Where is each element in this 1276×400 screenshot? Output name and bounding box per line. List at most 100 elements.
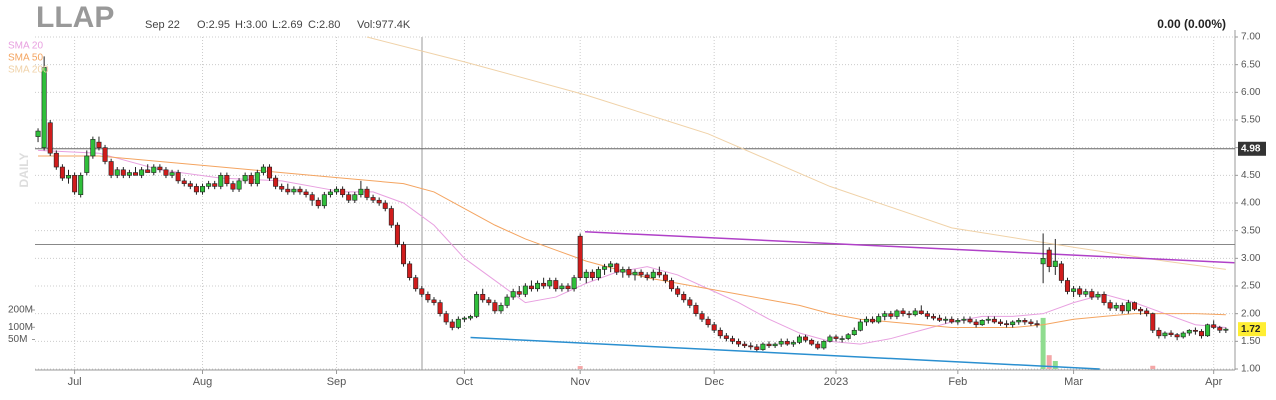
- candle-body: [358, 188, 364, 196]
- y-tick-label: 7.00: [1241, 32, 1261, 43]
- candle-body: [912, 310, 918, 316]
- level-label: 4.98: [1241, 143, 1261, 154]
- ohlc-info: H:3.00: [235, 19, 267, 31]
- y-tick-label: 4.50: [1241, 170, 1261, 181]
- candle-body: [967, 318, 973, 323]
- candle-body: [273, 177, 279, 187]
- volume-bar: [1040, 317, 1046, 369]
- candle-body: [1058, 263, 1064, 281]
- candle-body: [997, 321, 1003, 324]
- candle-body: [181, 180, 187, 184]
- legend-entry: SMA 20: [8, 41, 43, 52]
- candle-body: [565, 285, 571, 290]
- candle-body: [1211, 324, 1217, 328]
- candle-body: [1217, 327, 1223, 331]
- candle-body: [742, 343, 748, 347]
- candle-body: [1138, 308, 1144, 312]
- ohlc-info: Sep 22: [145, 19, 180, 31]
- candle-body: [187, 183, 193, 187]
- y-tick-label: 2.00: [1241, 308, 1261, 319]
- candle-body: [486, 299, 492, 303]
- candle-body: [370, 197, 376, 201]
- candle-body: [949, 318, 955, 323]
- candle-body: [346, 194, 352, 201]
- candle-body: [577, 235, 583, 278]
- y-tick-label: 1.00: [1241, 364, 1261, 375]
- candle-body: [169, 172, 175, 176]
- ohlc-info: C:2.80: [308, 19, 340, 31]
- y-tick-label: 4.00: [1241, 198, 1261, 209]
- candle-body: [1052, 260, 1058, 267]
- candle-body: [480, 293, 486, 301]
- candle-body: [309, 194, 315, 201]
- candle-body: [242, 175, 248, 182]
- candle-body: [1028, 321, 1034, 324]
- candle-body: [461, 317, 467, 320]
- candle-body: [1192, 329, 1198, 332]
- candle-body: [1144, 310, 1150, 314]
- candle-body: [833, 336, 839, 339]
- candle-body: [108, 161, 114, 176]
- trendline: [470, 336, 1100, 370]
- candle-body: [760, 343, 766, 350]
- y-tick-label: 3.00: [1241, 253, 1261, 264]
- candle-body: [139, 169, 145, 176]
- candle-body: [961, 318, 967, 321]
- candle-body: [930, 316, 936, 319]
- candle-body: [443, 313, 449, 323]
- candle-body: [449, 321, 455, 328]
- candle-body: [687, 299, 693, 306]
- candle-body: [711, 324, 717, 331]
- candle-body: [894, 310, 900, 317]
- candle-body: [943, 318, 949, 321]
- candle-body: [955, 320, 961, 323]
- candle-body: [699, 313, 705, 320]
- legend-entry: SMA 200: [8, 65, 49, 76]
- ohlc-info: L:2.69: [272, 19, 303, 31]
- candle-body: [1131, 302, 1137, 310]
- sma-line: [38, 155, 1226, 328]
- candle-body: [352, 194, 358, 201]
- candle-body: [522, 285, 528, 295]
- candle-body: [882, 313, 888, 317]
- volume-bar: [1052, 360, 1058, 369]
- candle-body: [918, 310, 924, 314]
- candle-body: [382, 202, 388, 209]
- candle-body: [218, 175, 224, 187]
- candle-body: [973, 321, 979, 326]
- candle-body: [41, 67, 47, 148]
- y-tick-label: 5.50: [1241, 115, 1261, 126]
- candle-body: [1150, 313, 1156, 331]
- candle-body: [1064, 280, 1070, 292]
- candle-body: [376, 199, 382, 204]
- candle-body: [248, 175, 254, 184]
- candle-body: [1095, 293, 1101, 298]
- x-tick-label: 2023: [824, 376, 848, 388]
- candle-body: [35, 130, 41, 137]
- candle-body: [870, 318, 876, 323]
- candle-body: [650, 271, 656, 278]
- candle-body: [900, 310, 906, 314]
- candle-body: [413, 277, 419, 290]
- y-tick-label: 6.50: [1241, 59, 1261, 70]
- candle-body: [857, 321, 863, 331]
- candle-body: [906, 313, 912, 316]
- candle-body: [723, 335, 729, 339]
- candle-body: [1125, 302, 1131, 312]
- candle-body: [468, 316, 474, 319]
- last-price-label: 1.72: [1241, 324, 1261, 335]
- candle-body: [1089, 291, 1095, 298]
- last-price-box: [1238, 322, 1266, 337]
- candle-body: [1180, 332, 1186, 338]
- candle-body: [474, 293, 480, 317]
- candle-body: [437, 302, 443, 314]
- candle-body: [1004, 323, 1010, 326]
- candle-body: [1040, 258, 1046, 265]
- candle-body: [425, 293, 431, 301]
- candle-body: [614, 263, 620, 273]
- candle-body: [1119, 305, 1125, 312]
- candle-body: [315, 199, 321, 207]
